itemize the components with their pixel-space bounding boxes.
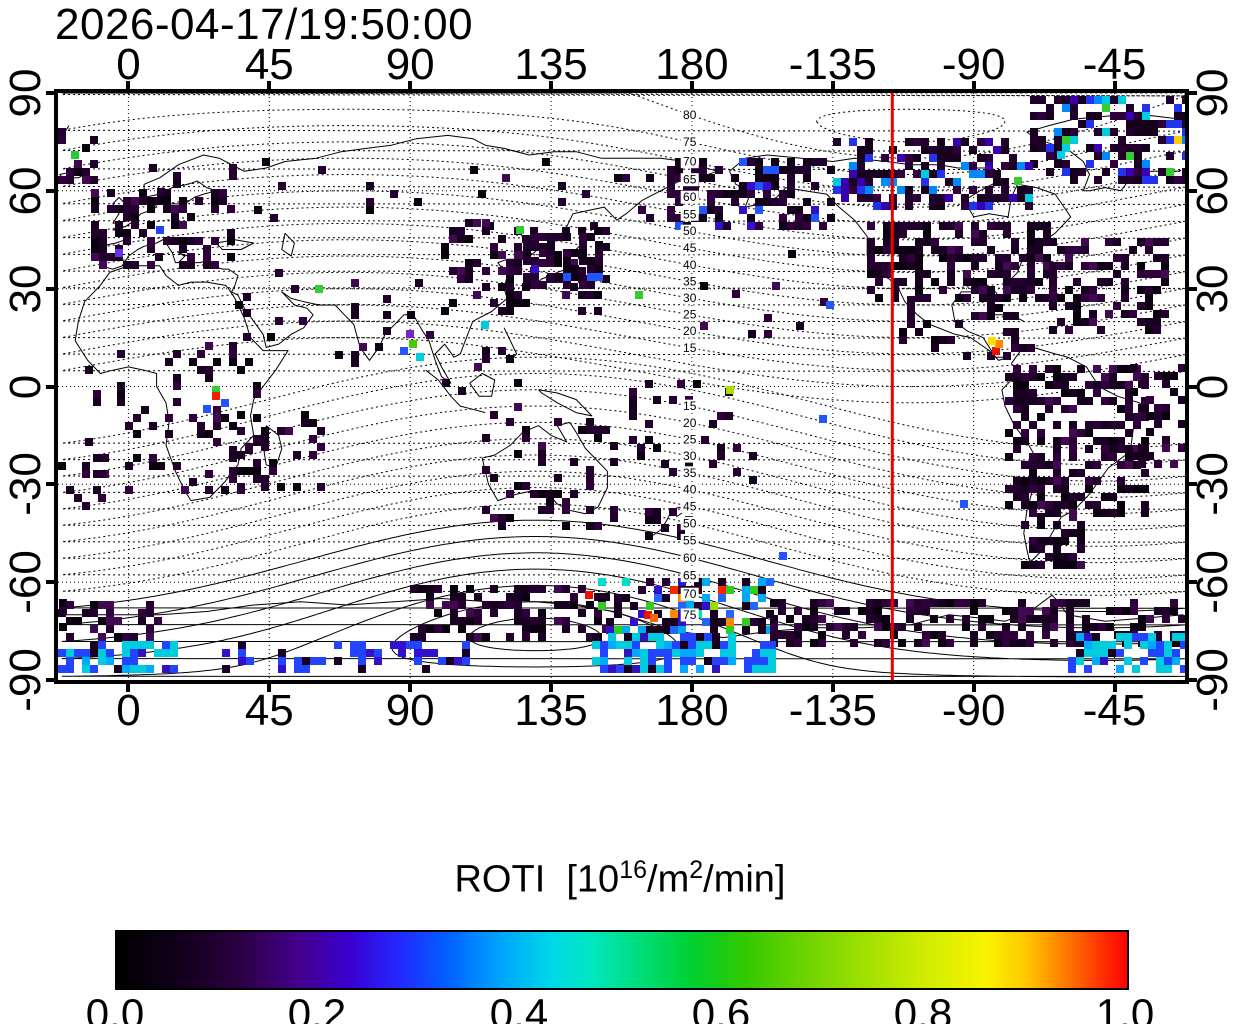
colorbar-tick-label: 0.2 — [287, 990, 347, 1024]
contour-label: 75 — [683, 135, 697, 149]
map-plot-area: 15 15 20 20 25 25 30 30 35 35 40 40 45 45 50 50 55 55 60 60… — [54, 89, 1189, 684]
contour-label: 25 — [683, 432, 697, 446]
colorbar — [115, 930, 1129, 990]
lon-tick-label-bottom: -45 — [1082, 686, 1147, 735]
contour-label: 60 — [683, 190, 697, 204]
colorbar-tick-label: 1.0 — [1095, 990, 1155, 1024]
lat-tick-mark-right — [1189, 91, 1197, 95]
lat-tick-mark-right — [1189, 580, 1197, 585]
contour-label: 65 — [683, 569, 697, 583]
colorbar-tick-label: 0.6 — [691, 990, 751, 1024]
lat-tick-label-left: 90 — [1, 68, 50, 118]
lon-tick-mark-bottom — [971, 684, 976, 692]
lon-tick-mark-bottom — [408, 684, 413, 692]
contour-label: 15 — [683, 341, 697, 355]
contour-label: 70 — [683, 587, 697, 601]
lon-tick-label-top: 0 — [116, 40, 141, 89]
contour-label: 55 — [683, 207, 697, 221]
lon-tick-mark-bottom — [267, 684, 272, 692]
lat-tick-label-left: -90 — [1, 648, 50, 712]
lat-tick-mark-left — [46, 91, 54, 95]
colorbar-title: ROTI [1016/m2/min] — [115, 856, 1125, 902]
lon-tick-mark-bottom — [549, 684, 554, 692]
lon-tick-mark-top — [549, 81, 554, 89]
lon-tick-mark-top — [267, 81, 272, 89]
lat-tick-mark-right — [1189, 286, 1197, 291]
contour-label: 45 — [683, 499, 697, 513]
contour-label: 50 — [683, 516, 697, 530]
contour-label: 80 — [683, 108, 697, 122]
lat-tick-mark-left — [46, 188, 54, 193]
lon-tick-label-bottom: 45 — [244, 686, 294, 735]
colorbar-title-prefix: ROTI [10 — [454, 858, 620, 901]
lat-tick-label-left: 30 — [1, 264, 50, 314]
contour-label: 35 — [683, 274, 697, 288]
lon-tick-mark-bottom — [689, 684, 694, 692]
contour-label: 40 — [683, 258, 697, 272]
lon-tick-label-bottom: 135 — [514, 686, 588, 735]
contour-label: 35 — [683, 466, 697, 480]
contour-label: 60 — [683, 551, 697, 565]
lon-tick-label-bottom: 180 — [655, 686, 729, 735]
contour-label: 30 — [683, 449, 697, 463]
lat-tick-mark-left — [46, 580, 54, 585]
roti-cells — [58, 96, 1185, 673]
lat-tick-label-left: -60 — [1, 550, 50, 614]
lon-tick-mark-top — [408, 81, 413, 89]
lon-tick-label-top: -90 — [941, 40, 1006, 89]
lat-tick-mark-right — [1189, 188, 1197, 193]
contour-label: 45 — [683, 241, 697, 255]
lon-tick-mark-top — [126, 81, 131, 89]
contour-label: 40 — [683, 483, 697, 497]
contour-label: 65 — [683, 173, 697, 187]
lon-tick-label-top: 45 — [244, 40, 294, 89]
contour-label: 20 — [683, 324, 697, 338]
lon-tick-mark-top — [830, 81, 835, 89]
contour-labels: 15 15 20 20 25 25 30 30 35 35 40 40 45 45 50 50 55 55 60 60… — [680, 108, 699, 622]
contour-label: 50 — [683, 224, 697, 238]
lon-tick-mark-bottom — [1112, 684, 1117, 692]
lat-tick-mark-right — [1189, 482, 1197, 487]
colorbar-tick-label: 0.4 — [489, 990, 549, 1024]
lon-tick-mark-top — [971, 81, 976, 89]
lat-tick-mark-right — [1189, 678, 1197, 682]
lon-tick-label-bottom: 90 — [385, 686, 435, 735]
colorbar-title-suffix: /min] — [703, 858, 786, 901]
contour-label: 55 — [683, 533, 697, 547]
lon-tick-label-top: 180 — [655, 40, 729, 89]
lat-tick-mark-left — [46, 384, 54, 389]
world-roti-map: 15 15 20 20 25 25 30 30 35 35 40 40 45 45 50 50 55 55 60 60… — [58, 93, 1185, 680]
colorbar-tick-label: 0.8 — [893, 990, 953, 1024]
lat-tick-label-left: -30 — [1, 452, 50, 517]
lon-tick-label-top: 90 — [385, 40, 435, 89]
contour-label: 20 — [683, 416, 697, 430]
lat-tick-label-left: 60 — [1, 166, 50, 216]
lon-tick-label-bottom: 0 — [116, 686, 141, 735]
lat-tick-mark-left — [46, 286, 54, 291]
contour-label: 25 — [683, 308, 697, 322]
colorbar-tick-label: 0.0 — [85, 990, 145, 1024]
contour-label: 15 — [683, 399, 697, 413]
contour-label: 75 — [683, 608, 697, 622]
lon-tick-label-bottom: -90 — [941, 686, 1006, 735]
lon-tick-mark-top — [689, 81, 694, 89]
colorbar-title-exponent2: 2 — [689, 856, 704, 884]
lat-tick-label-left: 0 — [1, 374, 50, 399]
lon-tick-label-top: -135 — [788, 40, 877, 89]
lon-tick-mark-bottom — [830, 684, 835, 692]
lon-tick-label-bottom: -135 — [788, 686, 877, 735]
lon-tick-mark-bottom — [126, 684, 131, 692]
lon-tick-mark-top — [1112, 81, 1117, 89]
colorbar-title-mid: /m — [647, 858, 690, 901]
timestamp-title: 2026-04-17/19:50:00 — [55, 0, 474, 49]
contour-label: 30 — [683, 291, 697, 305]
lat-tick-mark-right — [1189, 384, 1197, 389]
lat-tick-mark-left — [46, 482, 54, 487]
lat-tick-mark-left — [46, 678, 54, 682]
lon-tick-label-top: 135 — [514, 40, 588, 89]
colorbar-title-exponent: 16 — [619, 856, 648, 884]
contour-label: 70 — [683, 155, 697, 169]
lon-tick-label-top: -45 — [1082, 40, 1147, 89]
